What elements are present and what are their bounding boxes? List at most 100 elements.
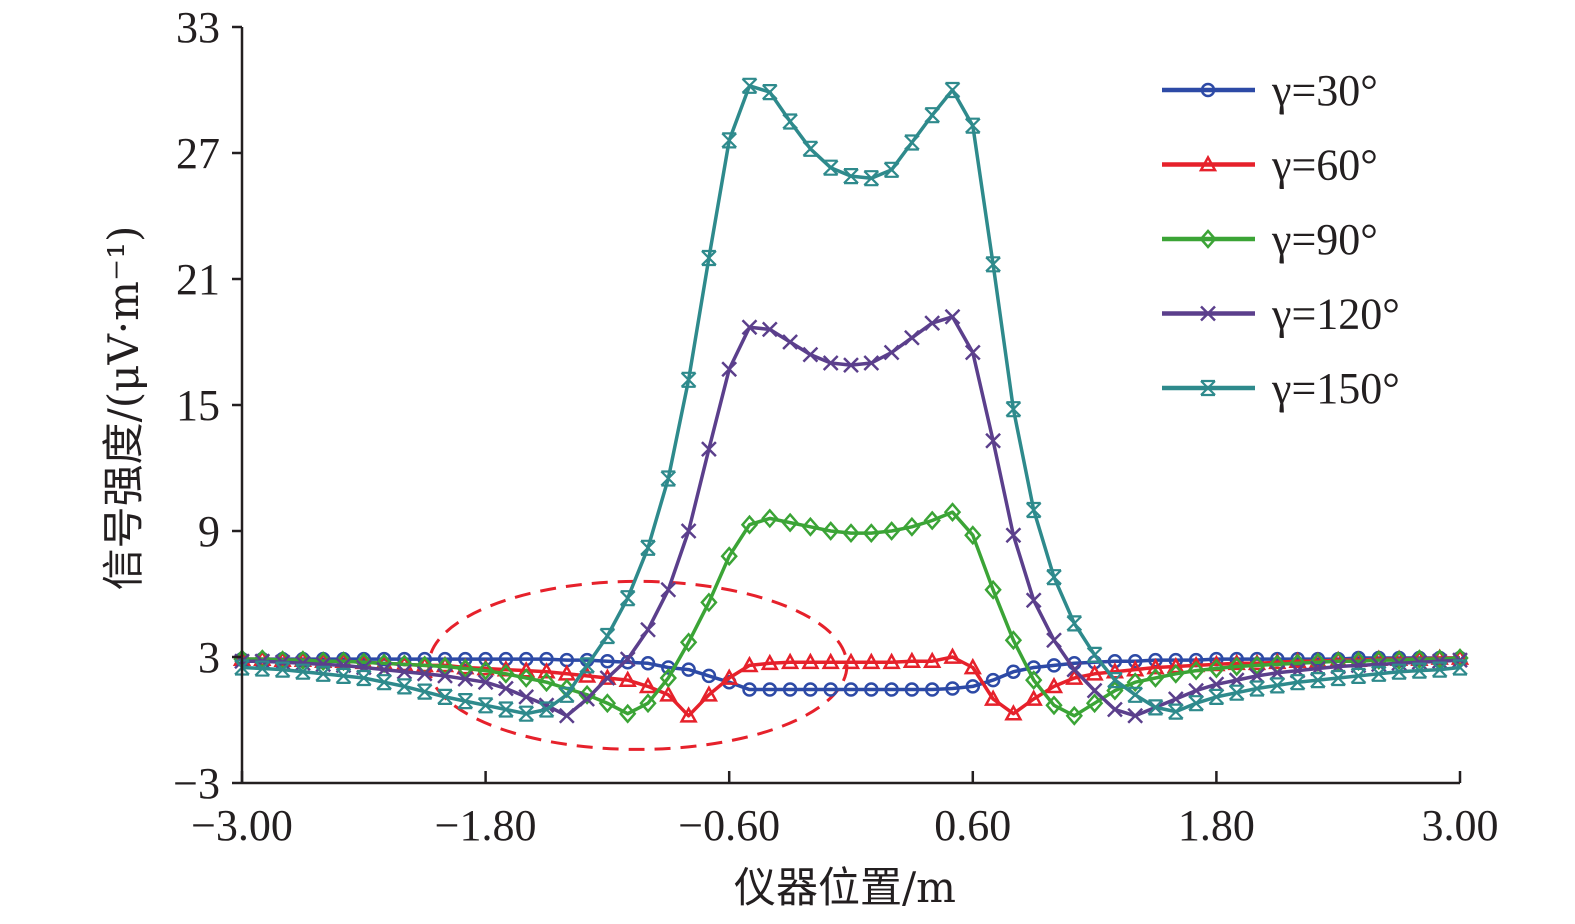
diamond-marker — [700, 592, 718, 613]
triangle-marker — [618, 670, 637, 687]
triangle-marker — [983, 689, 1003, 706]
diamond-marker — [1228, 656, 1246, 677]
y-tick-label: −3 — [173, 759, 220, 808]
triangle-marker — [943, 647, 962, 664]
circle-marker — [803, 682, 818, 697]
asterisk-marker — [1046, 569, 1062, 586]
diamond-marker — [1199, 229, 1217, 249]
diamond-marker — [598, 693, 617, 714]
triangle-marker — [1085, 664, 1104, 681]
circle-marker — [600, 653, 615, 669]
asterisk-marker — [721, 132, 737, 149]
diamond-marker — [1045, 695, 1063, 716]
asterisk-marker — [1208, 688, 1225, 705]
triangle-marker — [1105, 662, 1125, 679]
diamond-marker — [720, 546, 738, 567]
circle-marker — [742, 682, 757, 697]
diamond-marker — [781, 512, 799, 533]
x-marker — [944, 308, 961, 325]
diamond-marker — [639, 693, 657, 714]
circle-marker — [1200, 82, 1216, 98]
x-marker — [1066, 661, 1083, 678]
triangle-marker — [923, 651, 942, 669]
legend-label: γ=150° — [1271, 364, 1400, 413]
x-marker — [558, 707, 575, 724]
circle-marker — [904, 682, 920, 697]
y-tick-label: 3 — [198, 633, 220, 682]
asterisk-marker — [965, 117, 981, 134]
asterisk-marker — [1371, 665, 1387, 682]
asterisk-marker — [457, 693, 474, 710]
y-tick-label: 9 — [198, 507, 220, 556]
asterisk-marker — [1147, 699, 1164, 716]
asterisk-marker — [518, 705, 534, 722]
diamond-marker — [1329, 651, 1347, 672]
triangle-marker — [598, 668, 617, 685]
circle-marker — [864, 682, 879, 697]
triangle-marker — [780, 652, 800, 670]
diamond-marker — [497, 663, 515, 684]
asterisk-marker — [1066, 615, 1083, 632]
circle-marker — [782, 682, 798, 697]
diamond-marker — [740, 514, 759, 535]
ticks: 33 27 21 15 9 3 −3−3.00 −1.80 −0.60 0.60 1.80 3.00 — [173, 3, 1498, 850]
asterisk-marker — [295, 663, 311, 680]
diamond-marker — [1126, 672, 1144, 693]
asterisk-marker — [843, 168, 859, 185]
triangle-marker — [1044, 676, 1064, 694]
diamond-marker — [456, 658, 474, 679]
asterisk-marker — [538, 701, 555, 718]
x-marker — [761, 321, 778, 338]
triangle-marker — [699, 685, 719, 702]
diamond-marker — [1025, 670, 1043, 690]
triangle-marker — [577, 666, 597, 683]
asterisk-marker — [802, 140, 819, 157]
asterisk-marker — [1269, 677, 1286, 694]
legend-label: γ=60° — [1271, 141, 1378, 190]
circle-marker — [458, 651, 473, 667]
x-marker — [985, 432, 1001, 449]
diamond-marker — [822, 521, 840, 541]
triangle-marker — [1024, 689, 1043, 706]
asterisk-marker — [579, 657, 595, 674]
diamond-marker — [1065, 705, 1083, 726]
diamond-marker — [903, 516, 921, 537]
diamond-marker — [537, 672, 556, 693]
x-marker — [1107, 701, 1123, 718]
circle-marker — [924, 682, 940, 697]
x-marker — [416, 665, 433, 682]
triangle-marker — [821, 652, 840, 670]
diamond-marker — [1085, 693, 1104, 714]
diamond-marker — [1146, 668, 1165, 688]
x-marker — [701, 441, 717, 457]
diamond-marker — [1004, 630, 1023, 651]
diamond-marker — [1207, 658, 1226, 679]
x-marker — [721, 361, 738, 378]
x-marker — [498, 680, 514, 697]
circle-marker — [1046, 658, 1062, 673]
diamond-marker — [1167, 663, 1185, 684]
asterisk-marker — [559, 686, 575, 703]
asterisk-marker — [1310, 672, 1326, 689]
asterisk-marker — [863, 170, 880, 187]
asterisk-marker — [1289, 674, 1306, 691]
series-γ=120° — [234, 308, 1468, 724]
triangle-marker — [760, 653, 779, 671]
triangle-marker — [862, 652, 881, 670]
x-axis-title: 仪器位置/m — [734, 863, 956, 912]
x-marker — [1127, 707, 1144, 724]
asterisk-marker — [477, 697, 494, 714]
triangle-marker — [841, 652, 861, 670]
circle-marker — [1006, 664, 1021, 679]
legend-item: γ=90° — [1162, 215, 1378, 264]
series-γ=150° — [234, 77, 1468, 722]
diamond-marker — [1187, 660, 1205, 681]
asterisk-marker — [498, 701, 514, 718]
x-marker — [802, 346, 819, 363]
legend-item: γ=150° — [1162, 364, 1400, 413]
x-tick-label: −1.80 — [435, 801, 537, 850]
asterisk-marker — [376, 674, 392, 691]
x-tick-label: −3.00 — [191, 801, 293, 850]
diamond-marker — [984, 579, 1002, 600]
asterisk-marker — [985, 256, 1001, 273]
